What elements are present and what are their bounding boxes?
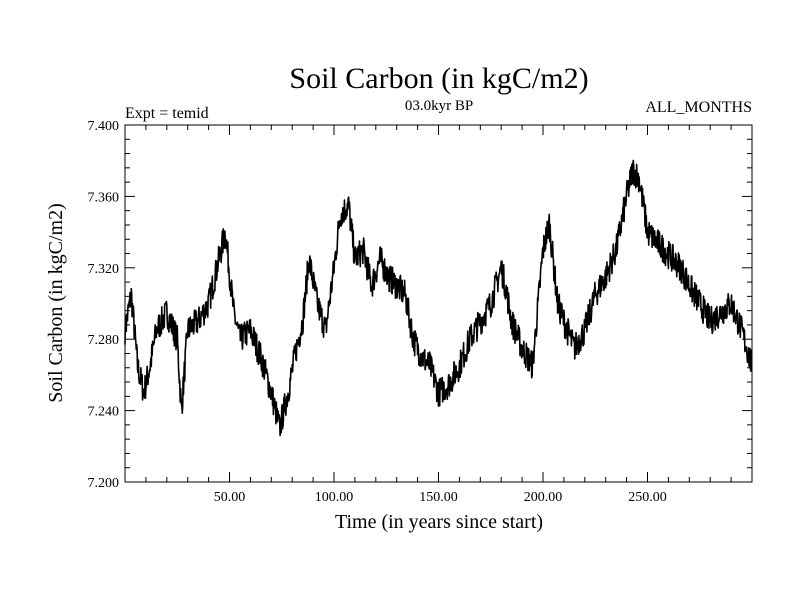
chart-subtitle: 03.0kyr BP	[405, 98, 473, 114]
x-axis-label: Time (in years since start)	[335, 511, 543, 533]
y-axis-label: Soil Carbon (in kgC/m2)	[45, 203, 67, 402]
y-tick-label: 7.240	[88, 405, 120, 420]
plot-frame	[124, 124, 753, 483]
expt-label: Expt = temid	[125, 105, 209, 122]
soil-carbon-series-line	[124, 159, 753, 437]
x-tick-label: 200.00	[524, 490, 563, 505]
series-group	[124, 159, 753, 437]
y-tick-label: 7.400	[88, 119, 120, 134]
y-tick-label: 7.200	[88, 476, 120, 491]
y-tick-label: 7.320	[88, 262, 120, 277]
y-tick-label: 7.360	[88, 190, 120, 205]
x-tick-label: 250.00	[628, 490, 667, 505]
y-tick-label: 7.280	[88, 333, 120, 348]
chart-title: Soil Carbon (in kgC/m2)	[289, 62, 588, 95]
months-label: ALL_MONTHS	[645, 99, 752, 116]
x-tick-label: 50.00	[214, 490, 246, 505]
axis-ticks: 50.00 100.00 150.00 200.00 250.00 7.200 7.240 7…	[88, 119, 752, 505]
x-tick-label: 100.00	[315, 490, 354, 505]
x-tick-label: 150.00	[419, 490, 458, 505]
